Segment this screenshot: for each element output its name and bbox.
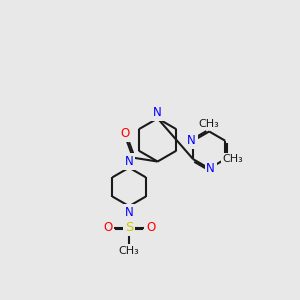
Text: N: N — [206, 162, 215, 175]
Text: CH₃: CH₃ — [223, 154, 243, 164]
Text: O: O — [121, 127, 130, 140]
Text: N: N — [125, 155, 134, 168]
Text: CH₃: CH₃ — [119, 246, 140, 256]
Text: O: O — [146, 221, 155, 234]
Text: O: O — [103, 221, 112, 234]
Text: S: S — [125, 221, 133, 234]
Text: N: N — [187, 134, 196, 147]
Text: CH₃: CH₃ — [199, 119, 220, 129]
Text: N: N — [125, 206, 134, 219]
Text: N: N — [153, 106, 162, 119]
